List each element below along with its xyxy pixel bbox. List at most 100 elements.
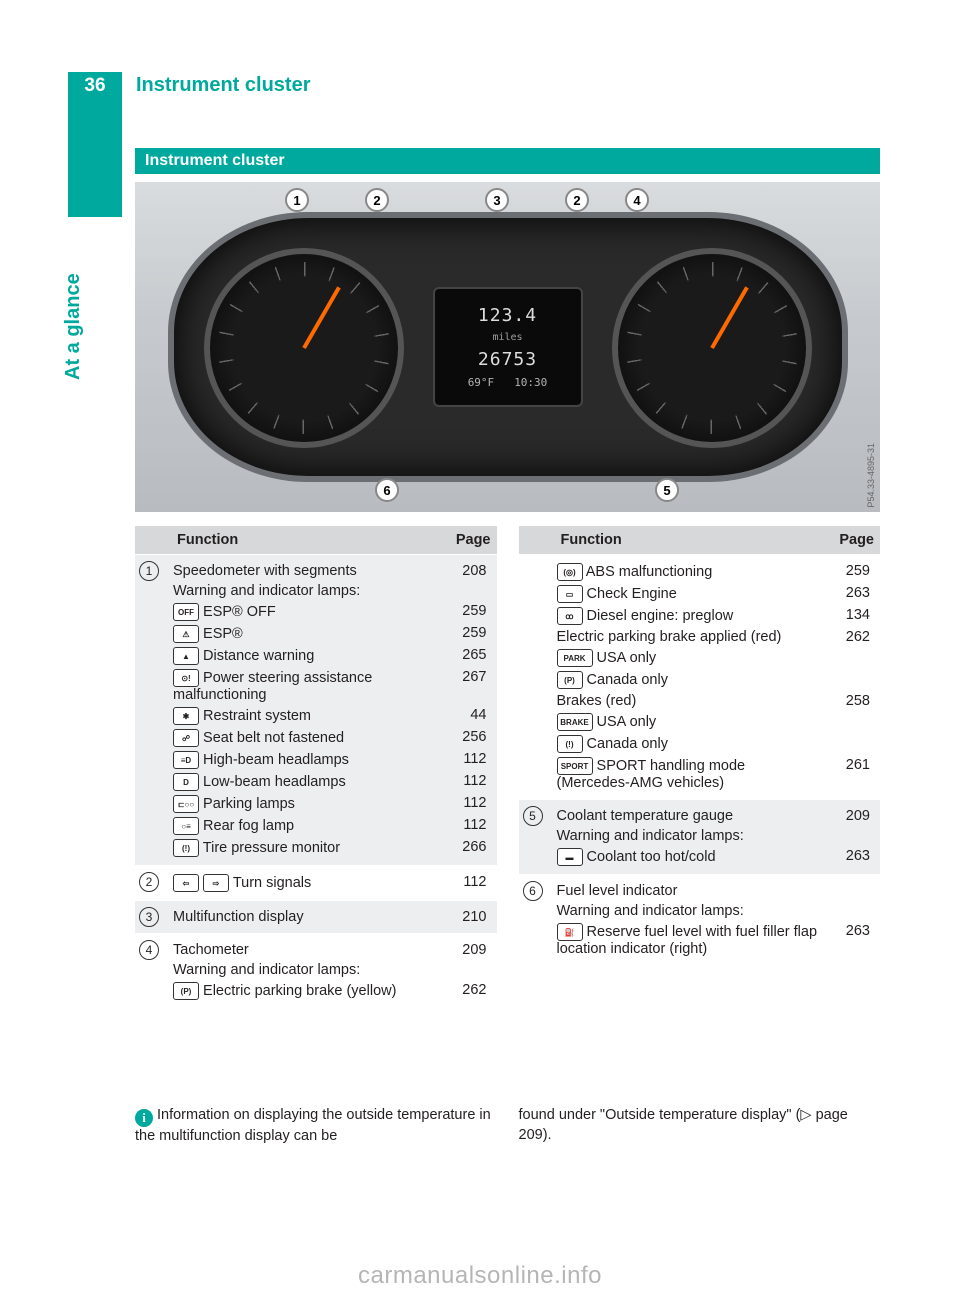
col-page: Page <box>447 526 497 554</box>
ref-marker: 5 <box>523 806 543 826</box>
indicator-icon: ✱ <box>173 707 199 725</box>
page-ref: 258 <box>826 693 876 709</box>
footnote-left: iInformation on displaying the outside t… <box>135 1106 497 1146</box>
page-ref: 209 <box>826 808 876 824</box>
function-text: Seat belt not fastened <box>203 730 344 746</box>
sidebar-label: At a glance <box>62 273 85 380</box>
indicator-icon: (◎) <box>557 563 583 581</box>
function-cell: Multifunction display210 <box>173 901 497 933</box>
function-text: Canada only <box>587 672 668 688</box>
table-row: 1 Speedometer with segments208Warning and… <box>135 555 497 866</box>
function-text: Restraint system <box>203 708 311 724</box>
table-subrow: SPORT SPORT handling mode (Mercedes-AMG … <box>557 755 877 793</box>
page-ref: 209 <box>443 942 493 958</box>
footnote-right: found under "Outside temperature display… <box>519 1106 881 1146</box>
table-subrow: ⊙! Power steering assistance malfunction… <box>173 667 493 705</box>
page-ref <box>826 713 876 731</box>
table-subrow: ✱ Restraint system44 <box>173 705 493 727</box>
footnote-left-text: Information on displaying the outside te… <box>135 1107 491 1144</box>
page-ref <box>826 828 876 844</box>
page-number: 36 <box>68 73 122 97</box>
page-ref <box>826 735 876 753</box>
tables: Function Page 1Speedometer with segments… <box>135 526 880 1009</box>
table-subrow: Warning and indicator lamps: <box>173 960 493 980</box>
function-text: Rear fog lamp <box>203 818 294 834</box>
page-ref: 208 <box>443 563 493 579</box>
indicator-icon: ⇨ <box>203 874 229 892</box>
indicator-icon: ⛽ <box>557 923 583 941</box>
function-text: Coolant too hot/cold <box>587 849 716 865</box>
footnote-right-text: found under "Outside temperature display… <box>519 1107 848 1143</box>
page-ref: 112 <box>443 795 493 813</box>
function-text: ESP® <box>203 626 243 642</box>
page-ref: 262 <box>443 982 493 1000</box>
page-ref: 112 <box>443 751 493 769</box>
table-row: 4Tachometer 209 Warning and indicator lamp… <box>135 934 497 1009</box>
table-subrow: (P) Electric parking brake (yellow)262 <box>173 980 493 1002</box>
function-text: Fuel level indicator <box>557 883 678 899</box>
table-subrow: (!) Canada only <box>557 733 877 755</box>
callout-3: 3 <box>485 188 509 212</box>
table-subrow: ▬ Coolant too hot/cold263 <box>557 846 877 868</box>
table-subrow: Multifunction display210 <box>173 907 493 927</box>
ref-marker: 1 <box>139 561 159 581</box>
indicator-icon: ≡D <box>173 751 199 769</box>
page-ref: 134 <box>826 607 876 625</box>
table-subrow: ⇦ ⇨ Turn signals112 <box>173 872 493 894</box>
function-text: Warning and indicator lamps: <box>557 903 744 919</box>
footnote: iInformation on displaying the outside t… <box>135 1106 880 1146</box>
indicator-icon: ⇦ <box>173 874 199 892</box>
page-ref <box>443 962 493 978</box>
instrument-cluster-figure: 123.4 miles 26753 69°F 10:30 P54.33-4895… <box>135 182 880 512</box>
indicator-icon: ▲ <box>173 647 199 665</box>
function-text: Low-beam headlamps <box>203 774 346 790</box>
page-ref: 265 <box>443 647 493 665</box>
table-subrow: Electric parking brake applied (red)262 <box>557 627 877 647</box>
ref-marker: 6 <box>523 881 543 901</box>
function-text: Canada only <box>587 736 668 752</box>
indicator-icon: BRAKE <box>557 713 593 731</box>
table-subrow: Warning and indicator lamps: <box>173 581 493 601</box>
indicator-icon: ○≡ <box>173 817 199 835</box>
page-title: Instrument cluster <box>122 74 310 97</box>
indicator-icon: (!) <box>173 839 199 857</box>
callout-6: 6 <box>375 478 399 502</box>
ref-cell: 4 <box>135 934 173 1008</box>
callout-1: 1 <box>285 188 309 212</box>
speedometer-gauge <box>204 248 404 448</box>
function-cell: Fuel level indicator Warning and indicato… <box>557 875 881 965</box>
table-subrow: ꚙ Diesel engine: preglow134 <box>557 605 877 627</box>
page-ref: 256 <box>443 729 493 747</box>
function-text: Power steering assistance malfunctioning <box>173 670 372 703</box>
clock: 10:30 <box>514 376 547 389</box>
function-text: Electric parking brake applied (red) <box>557 629 782 645</box>
trip-unit: miles <box>492 332 522 343</box>
page-ref: 263 <box>826 848 876 866</box>
ref-marker: 3 <box>139 907 159 927</box>
outside-temp: 69°F <box>468 376 495 389</box>
table-subrow: (P) Canada only <box>557 669 877 691</box>
ref-cell <box>519 555 557 799</box>
function-text: High-beam headlamps <box>203 752 349 768</box>
table-subrow: PARK USA only <box>557 647 877 669</box>
function-text: USA only <box>597 714 657 730</box>
function-text: Coolant temperature gauge <box>557 808 734 824</box>
function-text: ABS malfunctioning <box>586 564 713 580</box>
cluster-panel: 123.4 miles 26753 69°F 10:30 <box>168 212 848 482</box>
table-subrow: ▭ Check Engine263 <box>557 583 877 605</box>
indicator-icon: ⚠ <box>173 625 199 643</box>
page-ref <box>826 883 876 899</box>
function-text: Tachometer <box>173 942 249 958</box>
function-cell: Speedometer with segments208Warning and … <box>173 555 497 865</box>
table-row: 6 Fuel level indicator Warning and indicat… <box>519 875 881 966</box>
table-subrow: Coolant temperature gauge 209 <box>557 806 877 826</box>
indicator-icon: SPORT <box>557 757 593 775</box>
function-text: Electric parking brake (yellow) <box>203 983 396 999</box>
table-subrow: ☍ Seat belt not fastened256 <box>173 727 493 749</box>
ref-cell: 2 <box>135 866 173 900</box>
table-row: (◎) ABS malfunctioning259▭ Check Engine2… <box>519 555 881 800</box>
table-subrow: BRAKE USA only <box>557 711 877 733</box>
table-subrow: Brakes (red) 258 <box>557 691 877 711</box>
function-text: Brakes (red) <box>557 693 637 709</box>
header: 36 Instrument cluster <box>68 70 888 100</box>
